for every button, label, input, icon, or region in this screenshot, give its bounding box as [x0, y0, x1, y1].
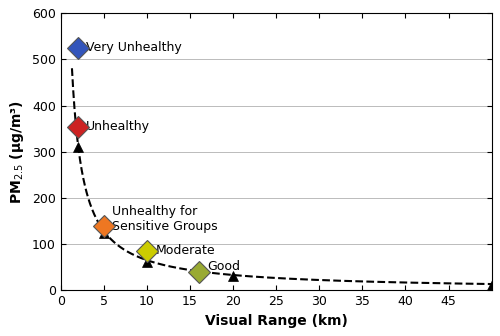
- Y-axis label: PM$_{2.5}$ (μg/m³): PM$_{2.5}$ (μg/m³): [8, 100, 26, 204]
- Text: Good: Good: [208, 260, 240, 273]
- Text: Moderate: Moderate: [156, 244, 215, 257]
- Text: Very Unhealthy: Very Unhealthy: [86, 41, 182, 54]
- X-axis label: Visual Range (km): Visual Range (km): [205, 314, 348, 328]
- Text: Unhealthy: Unhealthy: [86, 120, 150, 133]
- Text: Unhealthy for
Sensitive Groups: Unhealthy for Sensitive Groups: [112, 205, 218, 233]
